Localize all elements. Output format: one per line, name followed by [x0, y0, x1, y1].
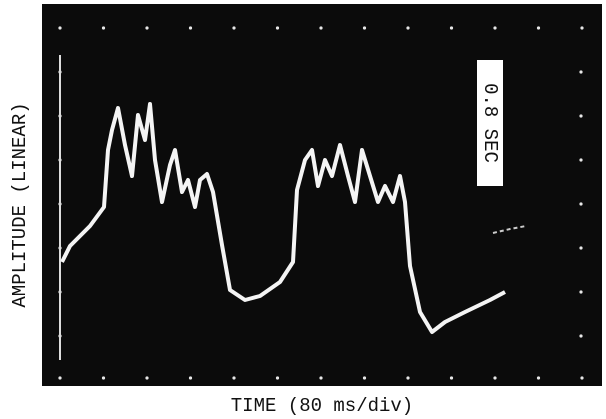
graticule-dot: [58, 376, 61, 379]
graticule-dot: [145, 26, 148, 29]
annotation: 0.8 SEC: [479, 83, 501, 163]
scope-screen: [42, 4, 602, 386]
graticule-dot: [363, 376, 366, 379]
page: 0.8 SEC AMPLITUDE (LINEAR) TIME (80 ms/d…: [0, 0, 606, 419]
graticule-dot: [406, 376, 409, 379]
graticule-dot: [406, 26, 409, 29]
graticule-dot: [319, 376, 322, 379]
graticule-dot: [232, 376, 235, 379]
graticule-dot: [102, 26, 105, 29]
graticule-dot: [363, 26, 366, 29]
graticule-dot: [450, 376, 453, 379]
graticule-dot: [580, 26, 583, 29]
graticule-dot: [319, 26, 322, 29]
graticule-dot: [579, 290, 582, 293]
graticule-dot: [537, 26, 540, 29]
oscilloscope-figure: 0.8 SEC AMPLITUDE (LINEAR) TIME (80 ms/d…: [0, 0, 606, 419]
graticule-dot: [276, 376, 279, 379]
graticule-dot: [189, 26, 192, 29]
graticule-dot: [580, 376, 583, 379]
y-axis-label: AMPLITUDE (LINEAR): [9, 102, 31, 307]
graticule-dot: [102, 376, 105, 379]
graticule-dot: [232, 26, 235, 29]
graticule-dot: [579, 334, 582, 337]
graticule-dot: [537, 376, 540, 379]
graticule-dot: [276, 26, 279, 29]
graticule-dot: [493, 376, 496, 379]
x-axis-label: TIME (80 ms/div): [231, 395, 413, 417]
graticule-dot: [579, 70, 582, 73]
graticule-dot: [145, 376, 148, 379]
graticule-dot: [58, 26, 61, 29]
graticule-dot: [450, 26, 453, 29]
graticule-dot: [579, 114, 582, 117]
graticule-dot: [579, 246, 582, 249]
graticule-dot: [579, 202, 582, 205]
graticule-dot: [493, 26, 496, 29]
graticule-dot: [579, 158, 582, 161]
graticule-dot: [189, 376, 192, 379]
